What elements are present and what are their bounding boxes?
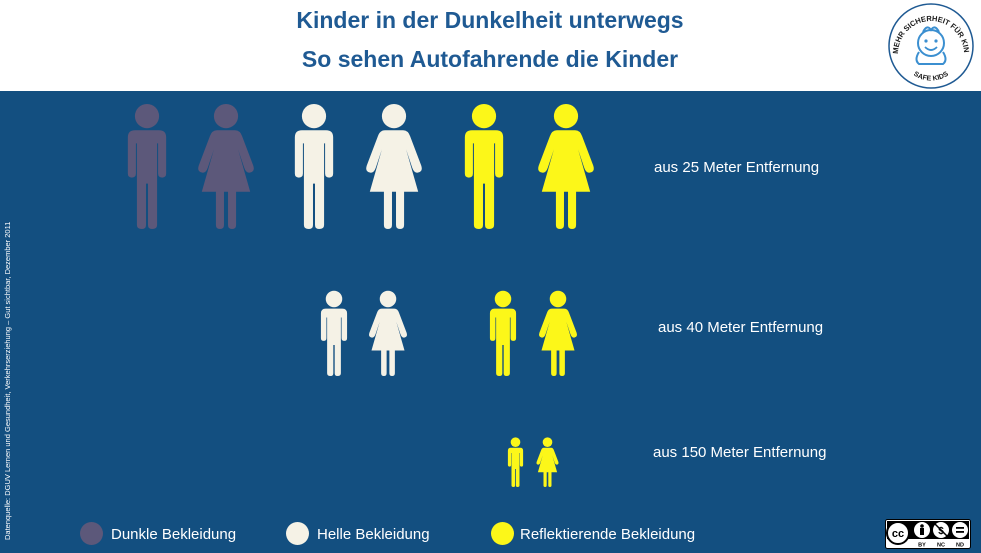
safe-kids-logo: MEHR SICHERHEIT FÜR KINDER SAFE KIDS (886, 2, 974, 89)
reflective-girl-icon-25m (538, 104, 594, 229)
title-line-2: So sehen Autofahrende die Kinder (301, 46, 679, 72)
svg-text:$: $ (938, 526, 944, 537)
legend-light-swatch (286, 522, 309, 545)
reflective-boy-icon-40m (489, 290, 517, 376)
light-girl-icon-40m (369, 290, 407, 376)
svg-text:NC: NC (937, 543, 945, 549)
legend-dark-swatch (80, 522, 103, 545)
child-face-icon (915, 26, 947, 65)
reflective-girl-icon-150m (536, 437, 559, 487)
legend-reflective-swatch (491, 522, 514, 545)
dark-boy-icon-25m (127, 104, 167, 229)
svg-text:ND: ND (956, 543, 964, 549)
data-source: Datenquelle: DGUV Lernen und Gesundheit,… (3, 221, 12, 540)
reflective-boy-icon-150m (507, 437, 524, 487)
light-boy-icon-25m (294, 104, 334, 229)
legend-reflective-label: Reflektierende Bekleidung (520, 526, 696, 543)
distance-label-25m: aus 25 Meter Entfernung (654, 159, 820, 176)
cc-license-badge: cc $ BY NC ND (885, 519, 971, 549)
distance-label-150m: aus 150 Meter Entfernung (653, 444, 827, 461)
legend-light-label: Helle Bekleidung (317, 526, 430, 543)
header: Kinder in der Dunkelheit unterwegs So se… (0, 0, 981, 91)
svg-text:cc: cc (892, 528, 904, 540)
reflective-girl-icon-40m (539, 290, 577, 376)
legend-dark-label: Dunkle Bekleidung (111, 526, 237, 543)
dark-girl-icon-25m (198, 104, 254, 229)
title-line-1: Kinder in der Dunkelheit unterwegs (296, 7, 684, 33)
light-boy-icon-40m (320, 290, 348, 376)
light-girl-icon-25m (366, 104, 422, 229)
svg-text:BY: BY (918, 543, 926, 549)
distance-label-40m: aus 40 Meter Entfernung (658, 319, 824, 336)
reflective-boy-icon-25m (464, 104, 504, 229)
